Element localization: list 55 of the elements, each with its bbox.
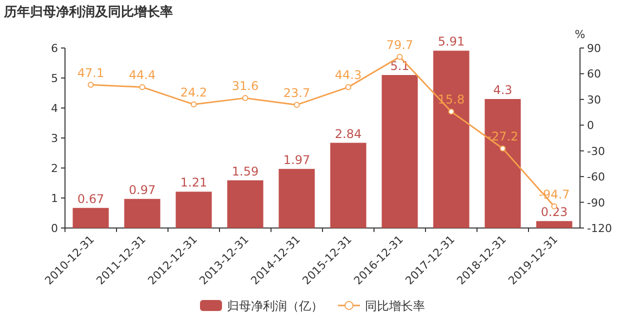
bar xyxy=(433,50,470,228)
y2-tick-label: -90 xyxy=(587,196,605,210)
data-label: 5.91 xyxy=(438,34,465,49)
point xyxy=(345,84,352,90)
data-label: 0.67 xyxy=(77,192,104,206)
data-label: 47.1 xyxy=(77,66,104,80)
bar xyxy=(72,208,109,228)
y-tick-label: 2 xyxy=(51,162,58,175)
bar xyxy=(176,192,212,228)
data-label: 1.97 xyxy=(283,152,310,167)
bar xyxy=(484,99,521,228)
y-tick-label: 1 xyxy=(51,192,58,205)
legend-label: 同比增长率 xyxy=(365,299,425,313)
y-tick-label: 5 xyxy=(51,72,58,85)
y2-tick-label: 0 xyxy=(587,119,594,132)
data-label: 79.7 xyxy=(386,38,414,52)
data-label: -27.2 xyxy=(487,129,518,144)
legend-label: 归母净利润（亿） xyxy=(227,299,323,313)
data-label: 44.3 xyxy=(334,68,362,82)
bar xyxy=(536,221,572,228)
data-label: 0.97 xyxy=(128,182,156,197)
y-tick-label: 6 xyxy=(51,42,58,55)
data-label: 2.84 xyxy=(334,126,362,141)
point xyxy=(190,101,197,108)
data-label: 1.59 xyxy=(232,164,259,178)
y2-tick-label: -60 xyxy=(587,170,605,184)
bar xyxy=(382,75,418,228)
point xyxy=(242,95,248,102)
data-label: 23.7 xyxy=(283,86,310,100)
y2-axis-title: % xyxy=(574,28,586,41)
point xyxy=(88,82,94,88)
bar xyxy=(330,142,366,228)
point xyxy=(294,102,300,108)
bar xyxy=(278,168,315,228)
point xyxy=(448,108,454,115)
y2-tick-label: -120 xyxy=(587,222,612,235)
y2-tick-label: 30 xyxy=(587,93,601,106)
y-tick-label: 3 xyxy=(51,132,58,145)
data-label: 1.21 xyxy=(180,176,208,190)
data-label: 31.6 xyxy=(232,79,259,94)
point xyxy=(139,84,146,90)
y2-tick-label: -30 xyxy=(587,144,605,158)
bar xyxy=(227,180,264,228)
data-label: 4.3 xyxy=(493,83,512,97)
y2-tick-label: 90 xyxy=(587,42,601,55)
point xyxy=(396,54,403,60)
chart-title: 历年归母净利润及同比增长率 xyxy=(3,4,173,20)
data-label: 24.2 xyxy=(180,85,208,100)
y-tick-label: 0 xyxy=(51,222,58,235)
y2-tick-label: 60 xyxy=(587,68,601,81)
data-label: 15.8 xyxy=(438,92,465,107)
point xyxy=(500,145,506,152)
bar xyxy=(124,198,160,228)
y-tick-label: 4 xyxy=(51,102,58,115)
data-label: 44.4 xyxy=(128,68,156,82)
